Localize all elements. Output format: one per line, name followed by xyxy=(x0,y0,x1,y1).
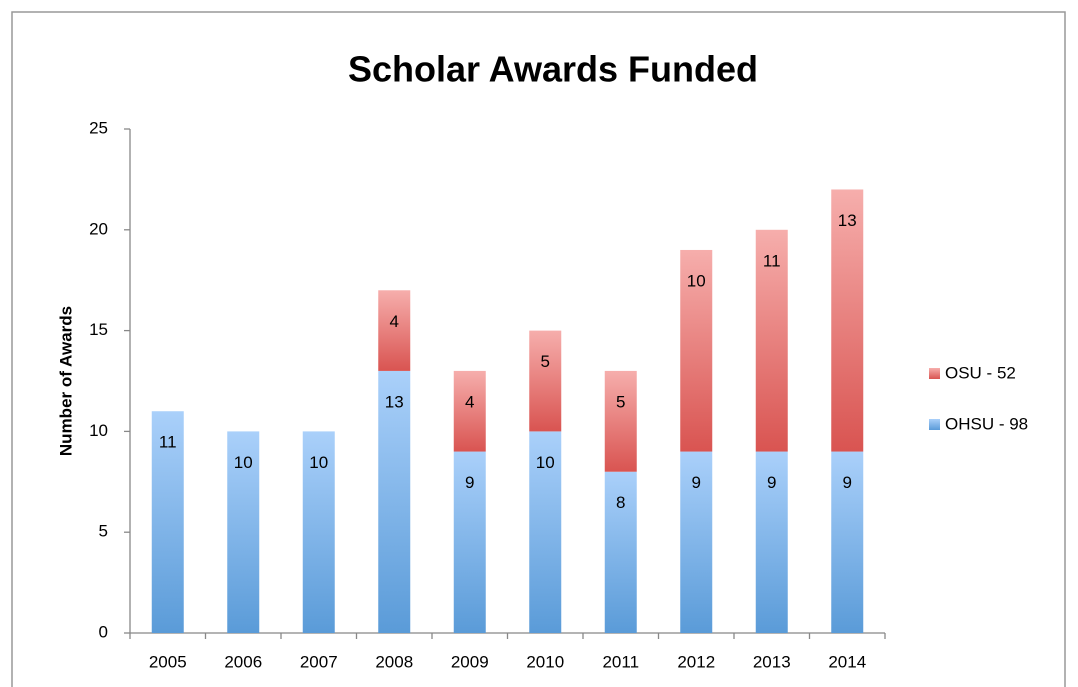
data-label: 10 xyxy=(309,453,328,472)
data-label: 9 xyxy=(692,473,701,492)
bar-segment xyxy=(453,370,486,452)
y-tick-label: 0 xyxy=(99,622,108,641)
x-tick-label: 2010 xyxy=(526,652,564,671)
bar-segment xyxy=(302,431,335,633)
data-label: 5 xyxy=(541,352,550,371)
data-label: 4 xyxy=(465,392,474,411)
data-label: 4 xyxy=(390,312,399,331)
data-label: 11 xyxy=(159,433,177,452)
bar-segment xyxy=(604,370,637,472)
bar-segment xyxy=(831,189,864,452)
x-tick-label: 2009 xyxy=(451,652,489,671)
x-tick-label: 2014 xyxy=(828,652,866,671)
bar-segment xyxy=(680,451,713,633)
y-tick-label: 15 xyxy=(89,320,108,339)
y-tick-label: 10 xyxy=(89,421,108,440)
data-label: 10 xyxy=(234,453,253,472)
chart-title: Scholar Awards Funded xyxy=(348,49,758,90)
bar-segment xyxy=(453,451,486,633)
bar-segment xyxy=(604,471,637,633)
data-label: 8 xyxy=(616,493,625,512)
legend-label: OSU - 52 xyxy=(945,363,1016,382)
x-tick-label: 2006 xyxy=(224,652,262,671)
data-label: 11 xyxy=(763,251,781,270)
data-label: 9 xyxy=(767,473,776,492)
bar-segment xyxy=(831,451,864,633)
data-label: 13 xyxy=(838,211,857,230)
y-tick-label: 5 xyxy=(99,522,108,541)
bar-segment xyxy=(529,330,562,432)
bar-segment xyxy=(529,431,562,633)
x-tick-label: 2013 xyxy=(753,652,791,671)
data-label: 5 xyxy=(616,392,625,411)
x-tick-label: 2008 xyxy=(375,652,413,671)
bar-segment xyxy=(755,451,788,633)
bar-segment xyxy=(151,411,184,633)
data-label: 10 xyxy=(536,453,555,472)
x-tick-label: 2011 xyxy=(602,652,639,671)
legend-label: OHSU - 98 xyxy=(945,414,1028,433)
y-axis-label: Number of Awards xyxy=(56,306,75,456)
bar-segment xyxy=(680,249,713,452)
x-tick-label: 2007 xyxy=(300,652,338,671)
bar-segment xyxy=(378,290,411,371)
data-label: 9 xyxy=(843,473,852,492)
y-tick-label: 20 xyxy=(89,219,108,238)
y-tick-label: 25 xyxy=(89,118,108,137)
bar-segment xyxy=(227,431,260,633)
legend-swatch xyxy=(929,419,940,430)
bar-segment xyxy=(755,229,788,452)
data-label: 10 xyxy=(687,271,706,290)
data-label: 9 xyxy=(465,473,474,492)
x-tick-label: 2005 xyxy=(149,652,187,671)
bar-segment xyxy=(378,370,411,633)
legend-swatch xyxy=(929,368,940,379)
data-label: 13 xyxy=(385,392,404,411)
x-tick-label: 2012 xyxy=(677,652,715,671)
